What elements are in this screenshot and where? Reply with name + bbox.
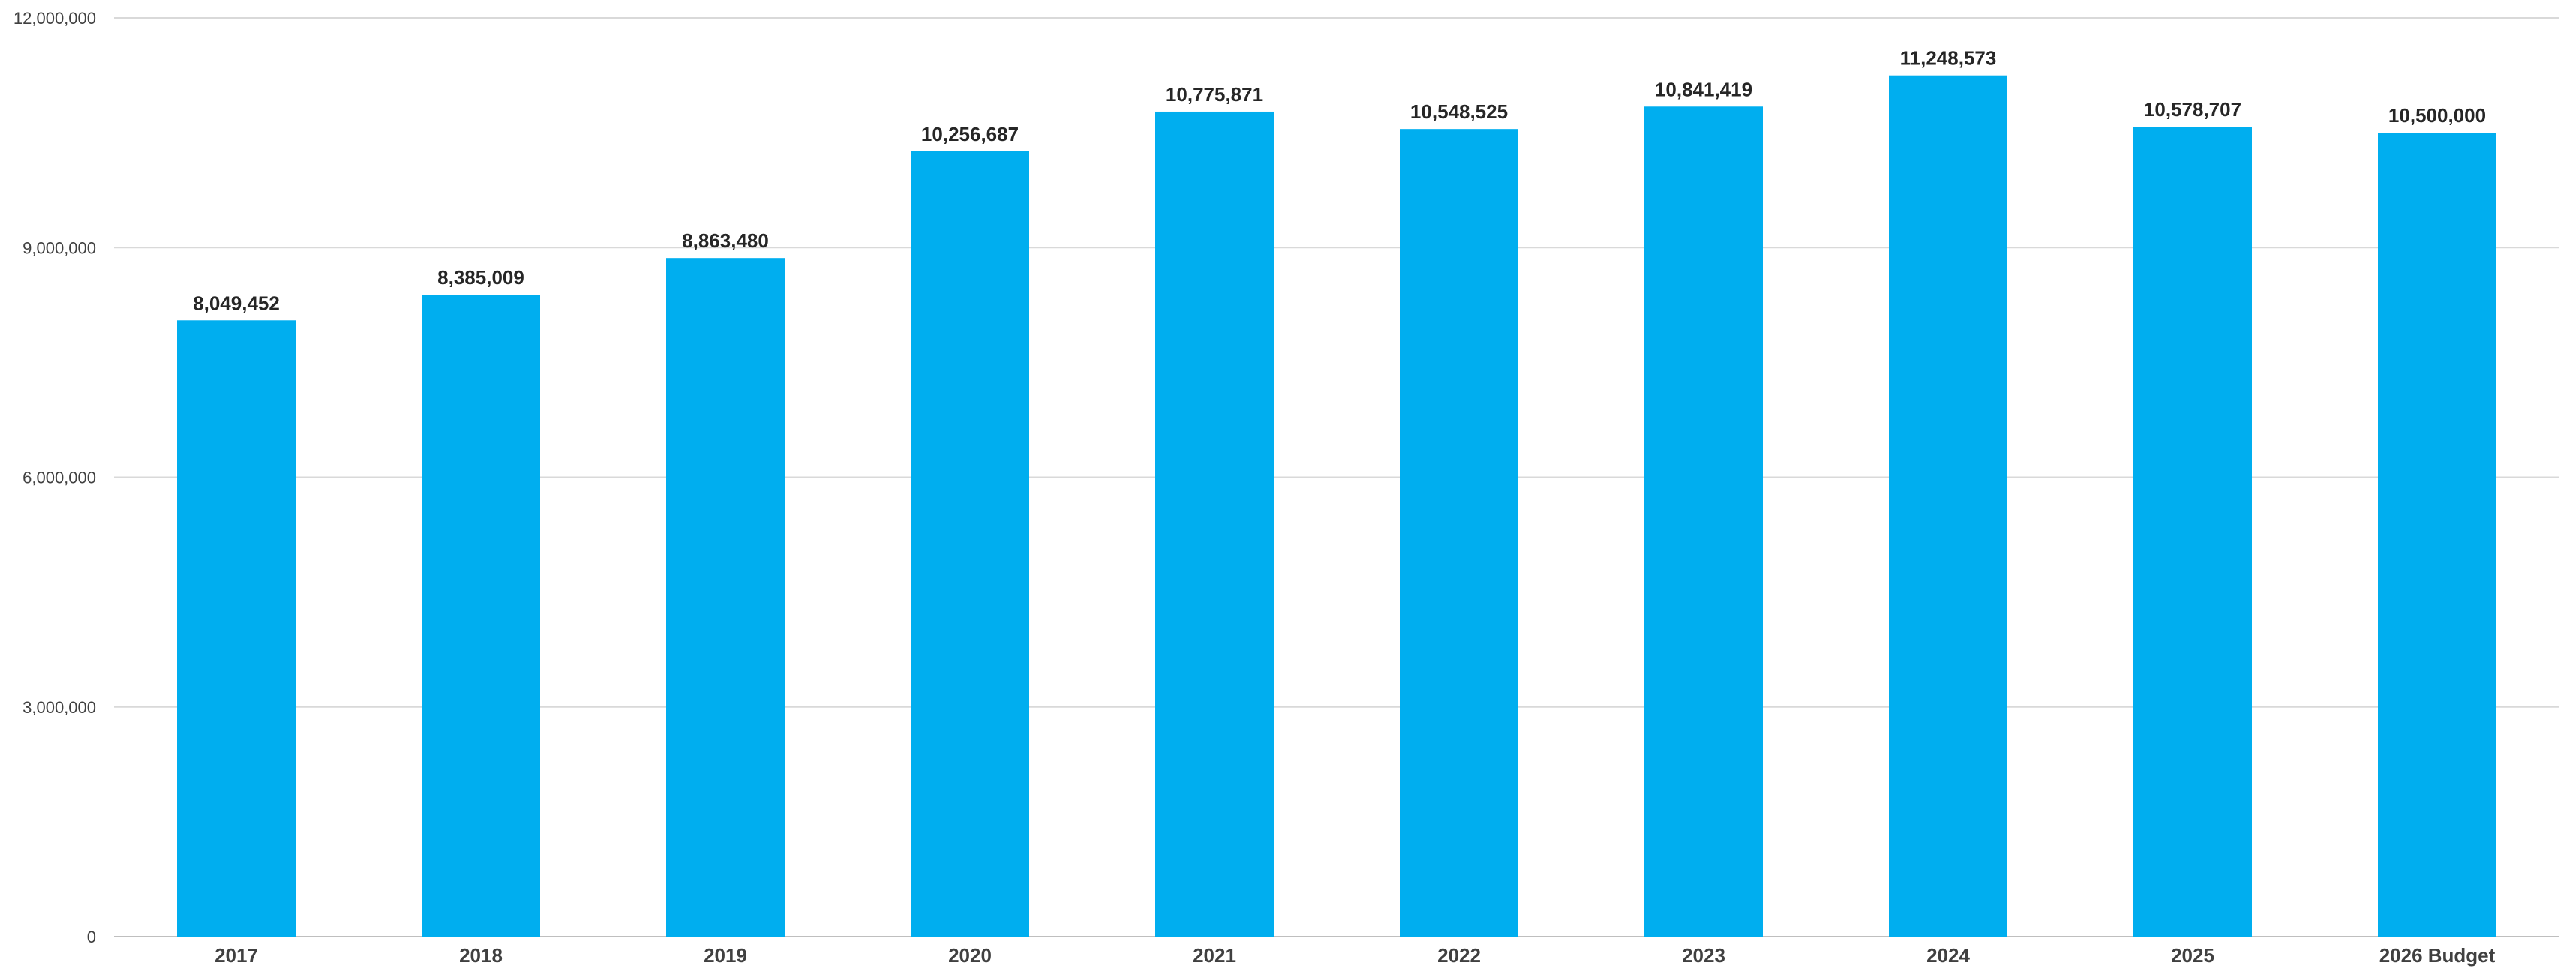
x-tick-label: 2025 — [2171, 944, 2214, 967]
data-label: 10,841,419 — [1655, 78, 1752, 100]
bar-2024 — [1889, 75, 2007, 937]
data-label: 8,385,009 — [437, 266, 524, 289]
x-tick-label: 2023 — [1682, 944, 1725, 967]
x-tick-label: 2022 — [1437, 944, 1481, 967]
data-label: 10,548,525 — [1410, 100, 1508, 123]
x-tick-label: 2017 — [215, 944, 258, 967]
data-label: 10,578,707 — [2144, 98, 2241, 121]
bar-2022 — [1400, 129, 1518, 937]
bar-2021 — [1155, 111, 1274, 937]
data-labels: 8,049,452 8,385,009 8,863,480 10,256,687 10,… — [193, 47, 2486, 315]
bar-2017 — [177, 320, 296, 937]
y-tick-label: 6,000,000 — [23, 469, 96, 487]
data-label: 11,248,573 — [1900, 47, 1997, 70]
y-tick-label: 9,000,000 — [23, 238, 96, 257]
data-label: 8,863,480 — [682, 229, 769, 252]
y-axis-tick-labels: 0 3,000,000 6,000,000 9,000,000 12,000,000 — [14, 9, 96, 946]
data-label: 10,256,687 — [921, 123, 1019, 145]
bar-2025 — [2133, 127, 2252, 937]
x-tick-label: 2024 — [1926, 944, 1970, 967]
x-axis-tick-labels: 2017 2018 2019 2020 2021 2022 2023 2024 2025 2026… — [215, 944, 2496, 967]
bar-2023 — [1644, 106, 1763, 937]
bar-2018 — [422, 295, 540, 937]
bars — [177, 75, 2496, 937]
data-label: 10,775,871 — [1166, 83, 1263, 106]
bar-2020 — [911, 151, 1029, 937]
bar-2019 — [666, 258, 785, 937]
bar-2026-budget — [2378, 133, 2496, 937]
x-tick-label: 2026 Budget — [2379, 944, 2496, 967]
y-tick-label: 0 — [87, 928, 96, 946]
x-tick-label: 2021 — [1193, 944, 1236, 967]
y-tick-label: 12,000,000 — [14, 9, 96, 28]
y-tick-label: 3,000,000 — [23, 698, 96, 717]
data-label: 8,049,452 — [193, 292, 280, 314]
x-tick-label: 2020 — [948, 944, 992, 967]
data-label: 10,500,000 — [2388, 104, 2486, 127]
x-tick-label: 2019 — [704, 944, 747, 967]
x-tick-label: 2018 — [459, 944, 503, 967]
